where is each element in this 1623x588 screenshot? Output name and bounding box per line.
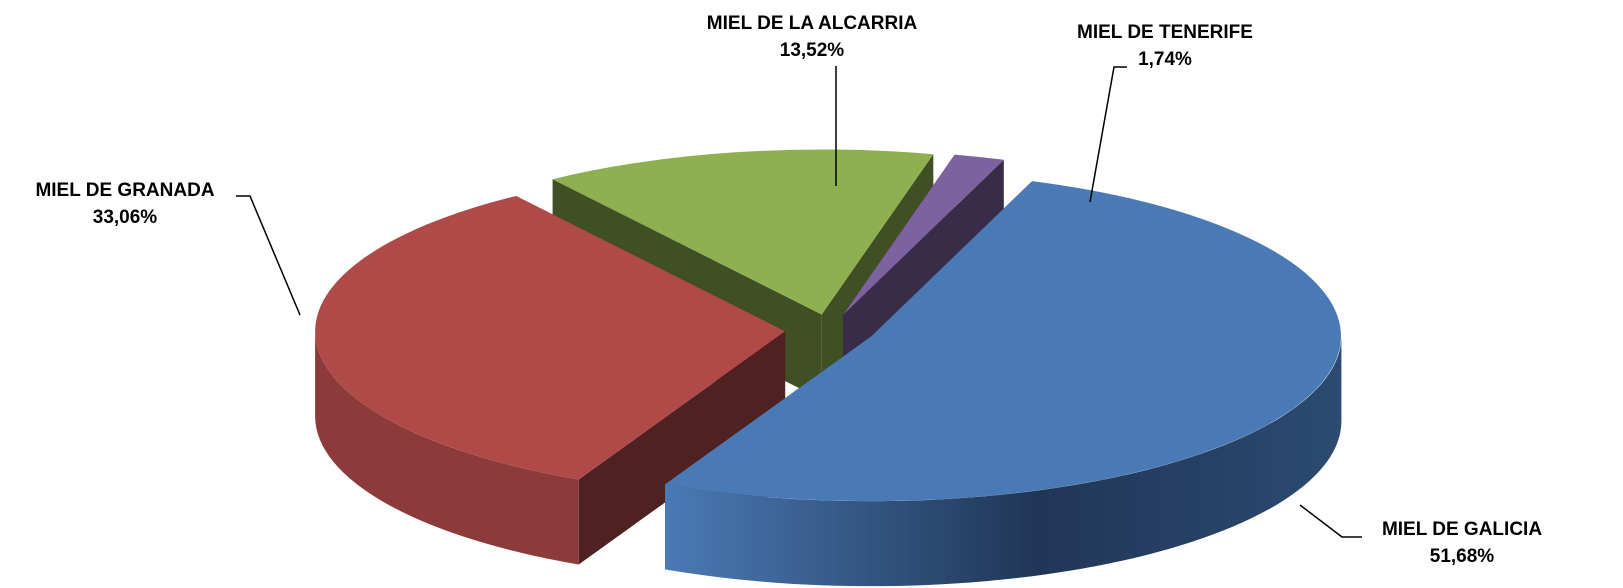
slice-label: MIEL DE TENERIFE (1077, 22, 1253, 43)
leader-line (1299, 504, 1362, 538)
slice-top (315, 196, 786, 480)
slice-value-label: 51,68% (1430, 546, 1495, 567)
slice-top (843, 154, 1004, 315)
slice-wall (665, 336, 1342, 587)
pie-slice (665, 181, 1342, 587)
slice-value-label: 13,52% (780, 40, 845, 61)
pie-slice (315, 196, 786, 565)
slice-top (665, 181, 1341, 502)
leader-line (236, 195, 301, 316)
slice-top (552, 149, 934, 315)
slice-label: MIEL DE GALICIA (1382, 519, 1542, 540)
slice-value-label: 33,06% (93, 207, 158, 228)
slice-label: MIEL DE LA ALCARRIA (707, 13, 918, 34)
slice-label: MIEL DE GRANADA (35, 180, 214, 201)
leader-line (1089, 66, 1127, 203)
slice-value-label: 1,74% (1138, 49, 1192, 70)
slice-wall (315, 331, 579, 565)
